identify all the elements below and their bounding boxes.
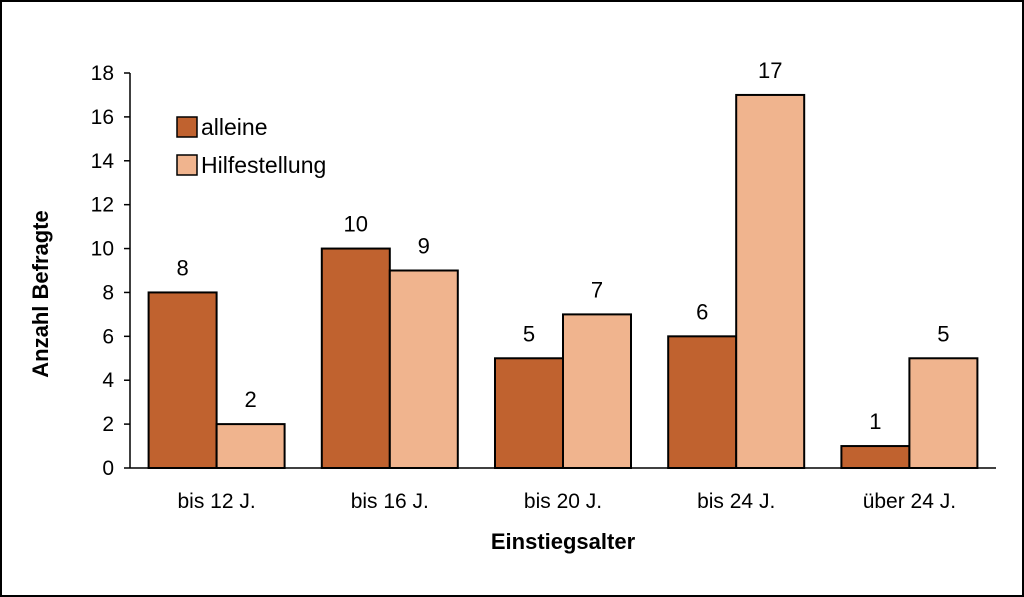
data-label: 8: [176, 255, 188, 280]
data-label: 10: [344, 212, 368, 237]
x-category-label: bis 20 J.: [524, 490, 602, 513]
y-tick-label: 18: [91, 62, 114, 85]
legend: alleine Hilfestellung: [176, 114, 326, 178]
bar-hilfestellung: [388, 269, 459, 469]
y-tick-label: 2: [102, 413, 114, 436]
axes-layer: [129, 73, 996, 469]
bar-alleine: [840, 445, 911, 469]
legend-label-alleine: alleine: [201, 114, 268, 140]
bar-alleine: [667, 335, 738, 470]
y-ticks: 0 2 4 6 8 10 12 14 16 18: [91, 62, 130, 480]
data-label: 7: [591, 277, 603, 302]
data-label: 5: [937, 321, 949, 346]
x-category-label: bis 16 J.: [351, 490, 429, 513]
legend-swatch-alleine: [176, 116, 198, 138]
data-label: 1: [869, 409, 881, 434]
legend-label-hilfestellung: Hilfestellung: [201, 152, 326, 178]
x-category-label: über 24 J.: [863, 490, 956, 513]
bar-hilfestellung: [215, 423, 286, 470]
data-label: 17: [758, 58, 782, 83]
y-tick-label: 16: [91, 106, 114, 129]
data-labels: 8 2 10 9 5 7 6 17 1 5: [176, 58, 949, 434]
x-category-labels: bis 12 J. bis 16 J. bis 20 J. bis 24 J. über…: [177, 490, 956, 513]
bar-hilfestellung: [908, 357, 979, 469]
bar-hilfestellung: [735, 93, 806, 469]
data-label: 9: [418, 234, 430, 259]
bar-alleine: [320, 247, 391, 469]
bar-alleine: [147, 291, 218, 470]
bars-layer: [147, 93, 979, 470]
data-label: 2: [244, 387, 256, 412]
x-axis-title: Einstiegsalter: [491, 529, 636, 554]
x-category-label: bis 24 J.: [697, 490, 775, 513]
bar-hilfestellung: [562, 313, 632, 469]
y-tick-label: 10: [91, 238, 114, 261]
y-axis-title: Anzahl Befragte: [28, 210, 53, 377]
data-label: 5: [523, 321, 535, 346]
y-tick-label: 6: [102, 325, 114, 348]
data-label: 6: [696, 299, 708, 324]
y-tick-label: 0: [102, 457, 114, 480]
y-tick-label: 14: [91, 150, 115, 173]
y-tick-label: 12: [91, 194, 114, 217]
x-category-label: bis 12 J.: [177, 490, 255, 513]
y-tick-label: 8: [102, 281, 114, 304]
bar-alleine: [494, 357, 564, 469]
legend-swatch-hilfestellung: [176, 154, 198, 176]
y-tick-label: 4: [102, 369, 114, 392]
